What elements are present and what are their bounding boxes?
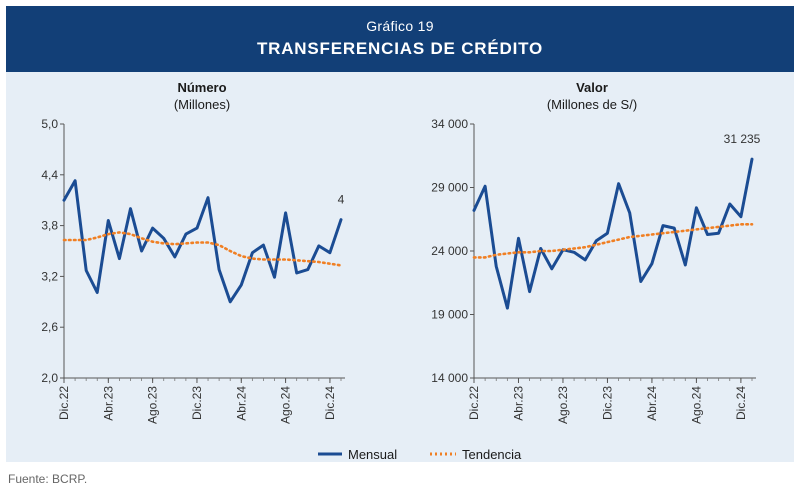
left-panel-unit: (Millones) — [173, 97, 231, 112]
y-tick-label: 2,6 — [41, 320, 58, 334]
y-tick-label: 4,4 — [41, 168, 58, 182]
legend-trend-label: Tendencia — [462, 447, 522, 462]
y-tick-label: 24 000 — [431, 244, 468, 258]
y-tick-label: 34 000 — [431, 117, 468, 131]
left-panel-title: Número — [177, 80, 227, 95]
x-tick-label: Abr.24 — [234, 386, 248, 421]
legend-monthly-label: Mensual — [348, 447, 397, 462]
y-tick-label: 2,0 — [41, 371, 58, 385]
x-tick-label: Dic.24 — [323, 386, 337, 420]
y-tick-label: 3,2 — [41, 269, 58, 283]
x-tick-label: Abr.24 — [645, 386, 659, 421]
series-monthly-line — [62, 179, 343, 304]
y-tick-label: 5,0 — [41, 117, 58, 131]
x-tick-label: Abr.23 — [101, 386, 115, 421]
chart-number: Gráfico 19 — [366, 18, 434, 34]
y-tick-label: 3,8 — [41, 219, 58, 233]
x-tick-label: Dic.24 — [734, 386, 748, 420]
x-tick-label: Ago.23 — [146, 386, 160, 424]
y-tick-label: 19 000 — [431, 308, 468, 322]
right-panel-title: Valor — [576, 80, 608, 95]
right-panel-heading: Valor (Millones de S/) — [492, 80, 692, 112]
x-tick-label: Dic.23 — [190, 386, 204, 420]
source-note: Fuente: BCRP. — [8, 472, 88, 486]
series-trend-line — [62, 231, 343, 267]
left-panel-heading: Número (Millones) — [102, 80, 302, 112]
x-tick-label: Ago.23 — [556, 386, 570, 424]
series-monthly-line — [472, 157, 754, 310]
chart-header: Gráfico 19 TRANSFERENCIAS DE CRÉDITO — [6, 6, 794, 72]
end-value-label: 4 — [338, 193, 345, 207]
x-tick-label: Dic.22 — [467, 386, 481, 420]
x-tick-label: Dic.23 — [600, 386, 614, 420]
x-tick-label: Ago.24 — [279, 386, 293, 424]
y-tick-label: 14 000 — [431, 371, 468, 385]
right-panel-unit: (Millones de S/) — [546, 97, 638, 112]
series-trend-line — [472, 223, 754, 259]
legend: Mensual Tendencia — [318, 447, 522, 462]
y-tick-label: 29 000 — [431, 181, 468, 195]
chart-title: TRANSFERENCIAS DE CRÉDITO — [256, 39, 544, 58]
x-tick-label: Abr.23 — [511, 386, 525, 421]
x-tick-label: Ago.24 — [689, 386, 703, 424]
end-value-label: 31 235 — [724, 132, 761, 146]
x-tick-label: Dic.22 — [57, 386, 71, 420]
